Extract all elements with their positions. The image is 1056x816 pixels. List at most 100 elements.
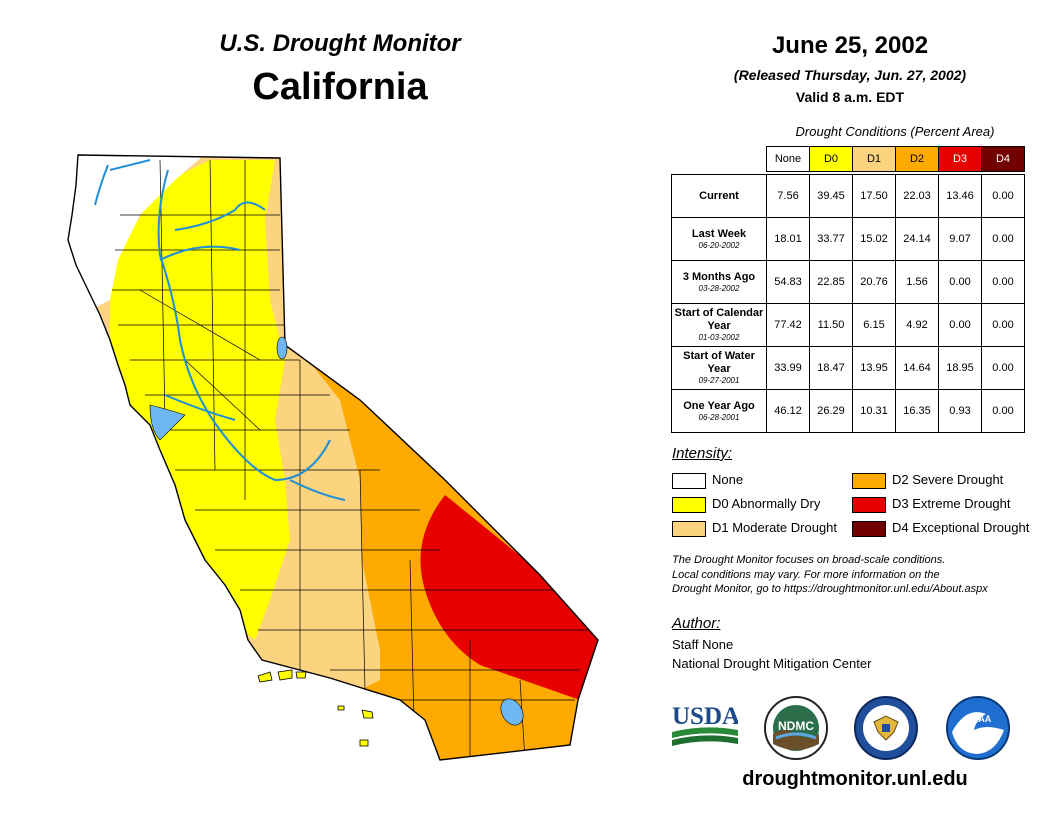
table-cell: 18.95 <box>938 346 982 390</box>
table-cell: 0.00 <box>981 260 1025 304</box>
row-date: 03-28-2002 <box>698 283 740 293</box>
lake-tahoe <box>276 336 288 360</box>
legend-swatch <box>672 520 706 537</box>
author-name: Staff None <box>672 637 734 652</box>
table-cell: 0.00 <box>938 303 982 347</box>
legend-swatch <box>672 472 706 489</box>
legend-label: D4 Exceptional Drought <box>892 520 1030 535</box>
table-cell: 13.46 <box>938 174 982 218</box>
table-cell: 24.14 <box>895 217 939 261</box>
legend-swatch <box>852 496 886 513</box>
col-header-d2: D2 <box>895 146 939 172</box>
legend-item-none: None <box>672 471 743 489</box>
table-row-last-week: Last Week 06-20-2002 18.01 33.77 15.02 24… <box>671 217 1025 261</box>
table-cell: 1.56 <box>895 260 939 304</box>
table-corner <box>672 147 767 172</box>
usda-logo: USDA <box>672 700 740 748</box>
table-cell: 11.50 <box>809 303 853 347</box>
table-cell: 0.00 <box>981 389 1025 433</box>
table-cell: 7.56 <box>766 174 810 218</box>
table-cell: 39.45 <box>809 174 853 218</box>
table-cell: 0.00 <box>981 303 1025 347</box>
d3-region <box>420 495 598 700</box>
row-label-text: Start of Calendar Year <box>674 307 764 332</box>
col-header-d1: D1 <box>852 146 896 172</box>
row-label: 3 Months Ago 03-28-2002 <box>671 260 767 304</box>
row-date: 06-20-2002 <box>698 240 740 250</box>
row-label: One Year Ago 06-28-2001 <box>671 389 767 433</box>
table-cell: 33.77 <box>809 217 853 261</box>
salton-sea <box>500 698 524 726</box>
row-label-text: Last Week <box>691 227 747 240</box>
row-label: Last Week 06-20-2002 <box>671 217 767 261</box>
legend-swatch <box>852 472 886 489</box>
commerce-seal <box>854 696 918 765</box>
table-cell: 0.00 <box>981 346 1025 390</box>
table-cell: 10.31 <box>852 389 896 433</box>
row-label: Start of Water Year 09-27-2001 <box>671 346 767 390</box>
legend-item-d4: D4 Exceptional Drought <box>852 519 1029 537</box>
legend-label: D2 Severe Drought <box>892 472 1004 487</box>
map-subtitle: U.S. Drought Monitor <box>219 30 461 57</box>
table-row-one-year-ago: One Year Ago 06-28-2001 46.12 26.29 10.31… <box>671 389 1025 433</box>
table-cell: 22.85 <box>809 260 853 304</box>
table-cell: 17.50 <box>852 174 896 218</box>
author-org: National Drought Mitigation Center <box>672 656 872 671</box>
table-cell: 26.29 <box>809 389 853 433</box>
table-header-row: None D0 D1 D2 D3 D4 <box>672 146 1025 172</box>
table-cell: 46.12 <box>766 389 810 433</box>
legend-item-d2: D2 Severe Drought <box>852 471 1003 489</box>
row-label: Start of Calendar Year 01-03-2002 <box>671 303 767 347</box>
california-drought-map <box>67 154 599 761</box>
table-row-3-months-ago: 3 Months Ago 03-28-2002 54.83 22.85 20.76… <box>671 260 1025 304</box>
row-label-text: One Year Ago <box>683 399 755 412</box>
state-name: California <box>252 66 428 108</box>
legend-item-d0: D0 Abnormally Dry <box>672 495 820 513</box>
table-row-start-water-year: Start of Water Year 09-27-2001 33.99 18.4… <box>671 346 1025 390</box>
none-region <box>68 155 210 310</box>
col-header-d3: D3 <box>938 146 982 172</box>
released-date: (Released Thursday, Jun. 27, 2002) <box>733 67 967 83</box>
noaa-logo-text: NOAA <box>965 714 992 724</box>
note-line: Drought Monitor, go to https://droughtmo… <box>672 583 988 595</box>
author-title: Author: <box>672 615 721 632</box>
website-url[interactable]: droughtmonitor.unl.edu <box>742 768 968 790</box>
legend-item-d1: D1 Moderate Drought <box>672 519 837 537</box>
col-header-d0: D0 <box>809 146 853 172</box>
table-cell: 4.92 <box>895 303 939 347</box>
california-outline <box>67 154 599 761</box>
table-cell: 18.47 <box>809 346 853 390</box>
table-cell: 22.03 <box>895 174 939 218</box>
legend-label: D0 Abnormally Dry <box>712 496 821 511</box>
legend-title: Intensity: <box>672 445 733 462</box>
map-date: June 25, 2002 <box>771 32 929 59</box>
table-cell: 16.35 <box>895 389 939 433</box>
legend-swatch <box>672 496 706 513</box>
usda-logo-text: USDA <box>672 703 738 730</box>
note-line: Local conditions may vary. For more info… <box>672 568 940 581</box>
row-label-text: 3 Months Ago <box>682 270 756 283</box>
table-cell: 54.83 <box>766 260 810 304</box>
table-cell: 20.76 <box>852 260 896 304</box>
noaa-logo: NOAA <box>946 696 1010 765</box>
legend-label: None <box>712 472 744 487</box>
col-header-d4: D4 <box>981 146 1025 172</box>
valid-time: Valid 8 a.m. EDT <box>795 89 905 105</box>
table-cell: 15.02 <box>852 217 896 261</box>
table-cell: 0.00 <box>981 174 1025 218</box>
legend-swatch <box>852 520 886 537</box>
legend-label: D1 Moderate Drought <box>712 520 838 535</box>
table-cell: 0.00 <box>938 260 982 304</box>
sf-bay <box>149 404 186 441</box>
row-date: 01-03-2002 <box>698 333 740 342</box>
table-cell: 13.95 <box>852 346 896 390</box>
note-line: The Drought Monitor focuses on broad-sca… <box>672 554 946 566</box>
ndmc-logo: NDMC <box>764 696 828 765</box>
col-header-none: None <box>766 146 810 172</box>
row-label-text: Start of Water Year <box>683 350 755 375</box>
table-cell: 77.42 <box>766 303 810 347</box>
row-label: Current <box>671 174 767 218</box>
table-row-start-calendar-year: Start of Calendar Year 01-03-2002 77.42 1… <box>671 303 1025 347</box>
table-cell: 0.00 <box>981 217 1025 261</box>
legend-label: D3 Extreme Drought <box>892 496 1011 511</box>
